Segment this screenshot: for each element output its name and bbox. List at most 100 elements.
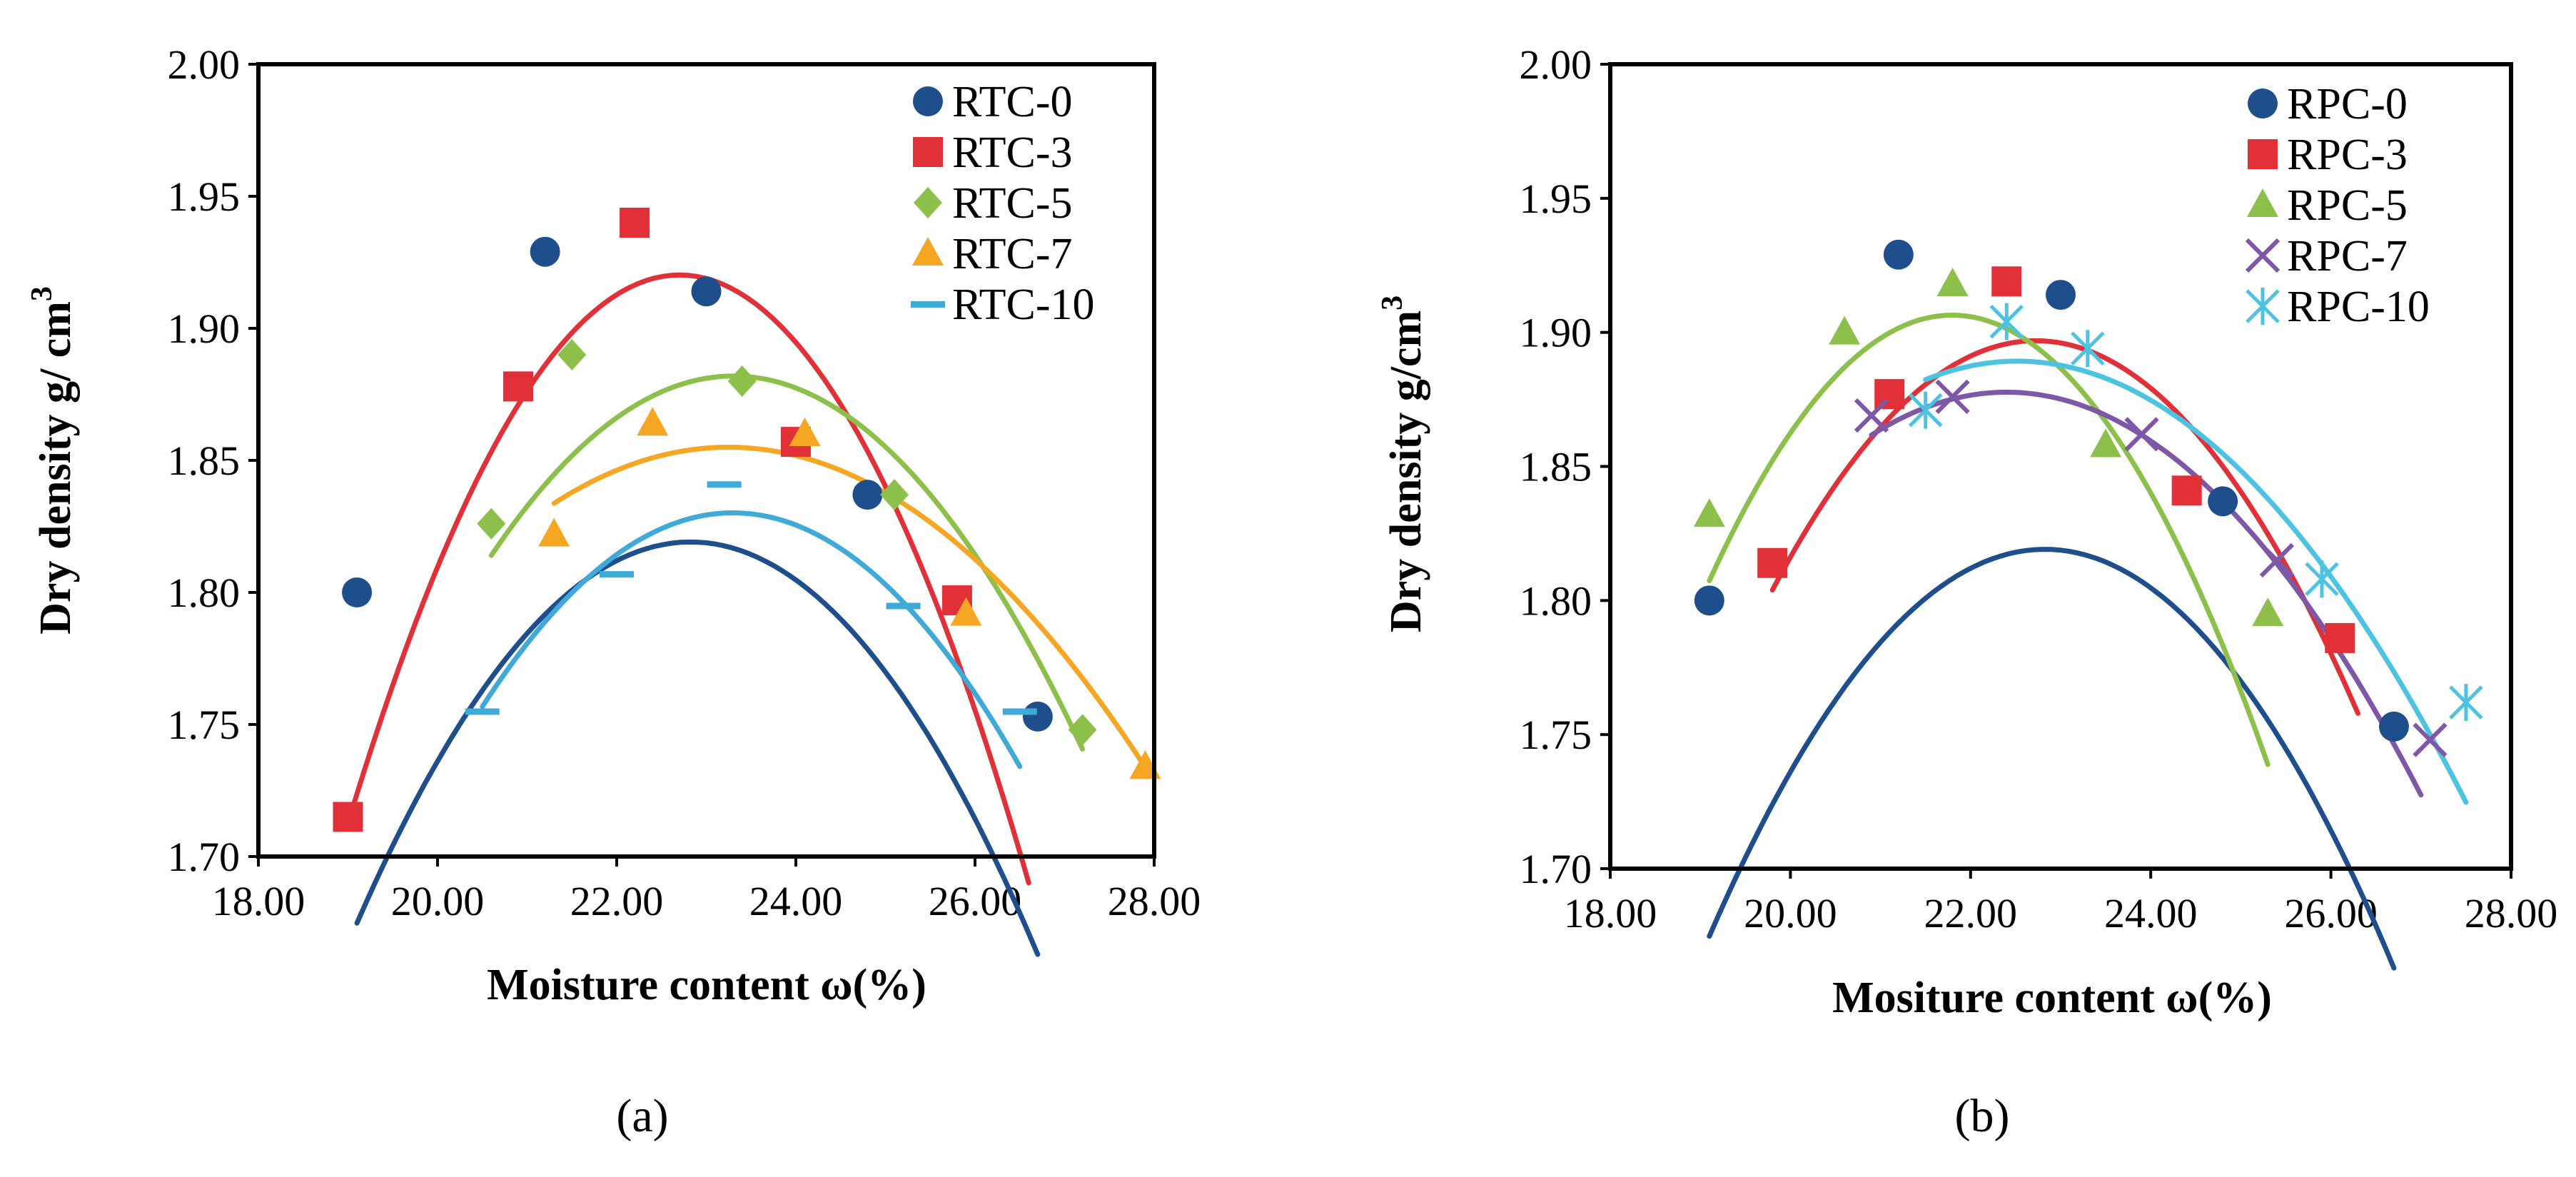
panel-b-legend-marker-rpc-3 — [2248, 139, 2278, 169]
panel-b-legend-label-rpc-5: RPC-5 — [2287, 181, 2408, 230]
panel-b-y-tick-label: 1.80 — [1520, 577, 1592, 624]
panel-a-point-rtc-10 — [600, 571, 634, 578]
panel-a-point-rtc-7 — [637, 407, 669, 436]
panel-b: 18.00 20.00 22.00 24.00 26.00 28.001.701.751.… — [1376, 41, 2557, 1142]
panel-b-point-rpc-10 — [2071, 330, 2105, 368]
panel-b-point-rpc-10 — [1989, 303, 2024, 340]
panel-b-legend-marker-rpc-5 — [2247, 188, 2278, 217]
panel-b-point-rpc-0 — [2046, 280, 2076, 310]
panel-a-point-rtc-3 — [502, 371, 533, 402]
panel-a-y-tick-label: 1.75 — [168, 702, 241, 748]
panel-a-fit-curve-rtc-3 — [345, 272, 1031, 886]
panel-a-legend-marker-rtc-5 — [914, 187, 942, 218]
panel-b-point-rpc-7 — [2413, 722, 2448, 757]
panel-b-x-axis-title: Mositure content ω(%) — [1832, 974, 2272, 1022]
panel-a-point-rtc-10 — [886, 602, 921, 610]
panel-a: 18.00 20.00 22.00 24.00 26.00 28.001.701.751.… — [26, 41, 1201, 1142]
panel-b-point-rpc-3 — [1757, 547, 1788, 578]
panel-a-legend-label-rtc-5: RTC-5 — [952, 179, 1073, 228]
panel-a-legend-label-rtc-7: RTC-7 — [952, 230, 1073, 278]
panel-b-y-axis-title: Dry density g/cm3 — [1376, 295, 1430, 632]
panel-b-x-tick-label: 22.00 — [1924, 890, 2018, 936]
panel-b-y-axis-title-superscript: 3 — [1376, 295, 1409, 310]
panel-b-x-tick-label: 18.00 — [1564, 890, 1657, 936]
panel-a-point-rtc-10 — [465, 708, 500, 715]
panel-a-y-tick-label: 1.80 — [168, 570, 241, 616]
panel-b-y-tick-label: 1.95 — [1520, 176, 1592, 222]
panel-a-y-tick-label: 1.95 — [168, 173, 241, 220]
panel-a-point-rtc-0 — [1022, 701, 1053, 732]
panel-b-y-tick-label: 1.85 — [1520, 444, 1592, 490]
panel-a-legend-label-rtc-0: RTC-0 — [952, 78, 1073, 126]
panel-b-point-rpc-7 — [2124, 417, 2159, 452]
panel-a-x-tick-label: 20.00 — [391, 878, 485, 924]
panel-a-x-tick-label: 24.00 — [749, 878, 843, 924]
panel-a-marks: 18.00 20.00 22.00 24.00 26.00 28.001.701.751.… — [168, 41, 1201, 957]
panel-b-point-rpc-5 — [1829, 315, 1861, 345]
panel-b-legend-marker-rpc-7 — [2245, 238, 2280, 273]
panel-b-fit-curve-rpc-3 — [1769, 338, 2360, 716]
panel-a-fit-curve-rtc-10 — [480, 510, 1023, 769]
panel-b-fit-curve-rpc-10 — [1923, 358, 2469, 805]
panel-a-point-rtc-10 — [707, 481, 742, 488]
panel-a-point-rtc-7 — [538, 517, 570, 547]
panel-a-fit-curve-rtc-0 — [354, 539, 1041, 957]
panel-b-y-tick-label: 1.90 — [1520, 310, 1592, 356]
panel-b-x-tick-label: 20.00 — [1744, 890, 1837, 936]
panel-b-point-rpc-10 — [2305, 560, 2339, 598]
panel-a-legend-marker-rtc-10 — [911, 301, 945, 308]
panel-b-legend-label-rpc-0: RPC-0 — [2287, 80, 2408, 128]
panel-b-x-tick-label: 24.00 — [2104, 890, 2198, 936]
panel-b-legend-label-rpc-7: RPC-7 — [2287, 232, 2408, 281]
panel-a-point-rtc-5 — [557, 339, 587, 370]
panel-b-point-rpc-3 — [1874, 379, 1905, 410]
panel-b-legend-marker-rpc-10 — [2246, 288, 2280, 325]
panel-b-point-rpc-5 — [1693, 498, 1725, 527]
panel-b-x-tick-label: 28.00 — [2465, 890, 2558, 936]
panel-b-point-rpc-5 — [2090, 428, 2122, 458]
panel-a-point-rtc-5 — [1068, 714, 1097, 746]
panel-a-y-tick-label: 1.70 — [168, 834, 241, 880]
panel-b-point-rpc-0 — [2208, 486, 2238, 517]
panel-a-x-tick-label: 28.00 — [1108, 878, 1201, 924]
panel-b-point-rpc-7 — [2259, 542, 2295, 578]
panel-b-legend-marker-rpc-0 — [2248, 89, 2278, 118]
panel-a-x-tick-label: 22.00 — [570, 878, 664, 924]
panel-b-point-rpc-7 — [1854, 398, 1889, 433]
panel-a-legend-label-rtc-10: RTC-10 — [952, 281, 1095, 329]
panel-a-point-rtc-0 — [852, 480, 883, 510]
panel-b-point-rpc-10 — [2449, 684, 2483, 722]
panel-b-point-rpc-3 — [1991, 266, 2022, 297]
panel-a-y-tick-label: 1.85 — [168, 438, 241, 484]
panel-a-point-rtc-10 — [1002, 708, 1037, 715]
panel-b-point-rpc-10 — [1908, 391, 1943, 429]
panel-b-legend-label-rpc-3: RPC-3 — [2287, 131, 2408, 179]
panel-b-point-rpc-5 — [2252, 597, 2284, 627]
panel-b-fit-curve-rpc-5 — [1707, 312, 2271, 767]
panel-a-plot-frame — [256, 62, 1156, 859]
panel-b-point-rpc-3 — [2171, 475, 2202, 506]
panel-a-y-axis-title-superscript: 3 — [26, 286, 59, 301]
panel-b-marks: 18.00 20.00 22.00 24.00 26.00 28.001.701.751.… — [1520, 41, 2558, 971]
panel-b-point-rpc-0 — [1883, 239, 1914, 270]
panel-b-point-rpc-0 — [1694, 585, 1724, 616]
panel-a-legend-marker-rtc-7 — [912, 237, 944, 266]
panel-a-y-tick-label: 2.00 — [168, 41, 241, 88]
panel-b-y-tick-label: 2.00 — [1520, 41, 1592, 88]
panel-a-point-rtc-5 — [477, 507, 506, 540]
panel-a-point-rtc-7 — [789, 418, 821, 446]
panel-a-x-axis-title: Moisture content ω(%) — [487, 961, 926, 1009]
panel-a-point-rtc-5 — [727, 365, 757, 397]
panel-b-point-rpc-0 — [2378, 711, 2409, 742]
panel-a-point-rtc-3 — [333, 802, 363, 832]
panel-a-legend-label-rtc-3: RTC-3 — [952, 128, 1073, 177]
panel-a-point-rtc-0 — [691, 276, 722, 307]
panel-a-point-rtc-5 — [880, 479, 909, 511]
panel-b-point-rpc-7 — [1935, 379, 1970, 414]
panel-a-point-rtc-0 — [342, 577, 373, 607]
panel-b-fit-curve-rpc-0 — [1707, 547, 2397, 971]
panel-a-point-rtc-0 — [530, 236, 560, 267]
panel-b-legend-label-rpc-10: RPC-10 — [2287, 283, 2430, 331]
panel-a-y-axis-title: Dry density g/ cm3 — [26, 286, 80, 635]
